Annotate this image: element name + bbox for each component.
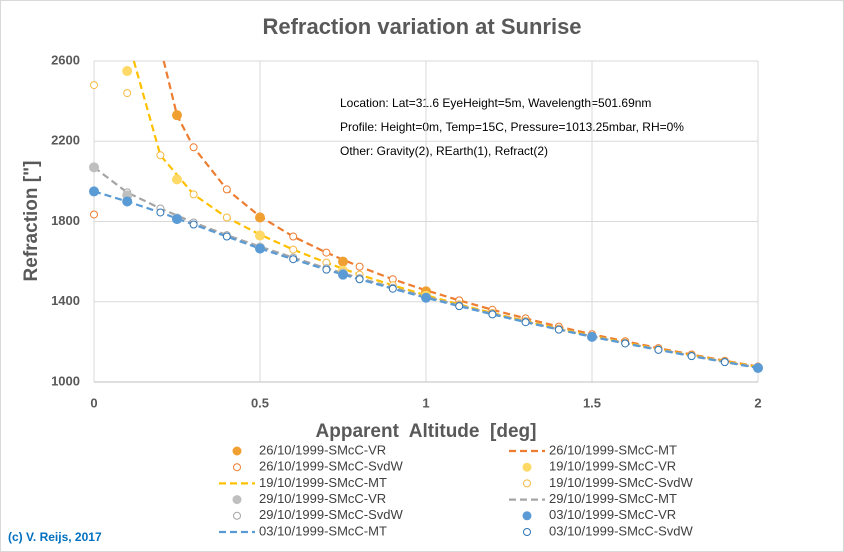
x-tick-label: 1.5 <box>583 395 601 410</box>
legend-symbol <box>522 511 532 521</box>
legend-label: 03/10/1999-SMcC-MT <box>259 523 387 538</box>
point <box>156 151 165 160</box>
point <box>172 214 182 225</box>
point <box>621 339 630 348</box>
point <box>255 243 265 254</box>
point <box>255 212 265 223</box>
legend-label: 19/10/1999-SMcC-SvdW <box>549 475 694 490</box>
y-tick-label: 1400 <box>51 293 80 308</box>
legend-label: 26/10/1999-SMcC-MT <box>549 442 677 457</box>
point <box>222 232 231 241</box>
legend-symbol <box>232 495 242 505</box>
legend-label: 03/10/1999-SMcC-SvdW <box>549 523 694 538</box>
point <box>720 358 729 367</box>
point <box>189 143 198 152</box>
x-tick-label: 2 <box>754 395 761 410</box>
point <box>554 325 563 334</box>
legend-symbol <box>522 462 532 472</box>
point <box>289 255 298 264</box>
legend-label: 26/10/1999-SMcC-SvdW <box>259 459 404 474</box>
point <box>122 66 133 77</box>
point <box>488 310 497 319</box>
x-tick-label: 0.5 <box>251 395 269 410</box>
point <box>521 318 530 327</box>
point <box>255 230 265 241</box>
x-tick-label: 0 <box>90 395 97 410</box>
y-tick-label: 2600 <box>51 52 80 67</box>
y-tick-label: 2200 <box>51 133 80 148</box>
point <box>753 362 763 373</box>
legend-label: 29/10/1999-SMcC-SvdW <box>259 507 404 522</box>
x-tick-label: 1 <box>422 395 429 410</box>
point <box>222 213 231 222</box>
point <box>654 345 663 354</box>
point <box>189 220 198 229</box>
legend-symbol <box>233 463 241 472</box>
point <box>90 210 98 219</box>
point <box>156 208 165 217</box>
point <box>222 185 231 194</box>
legend-label: 03/10/1999-SMcC-VR <box>549 507 676 522</box>
point <box>355 275 364 284</box>
point <box>172 110 182 121</box>
legend-label: 29/10/1999-SMcC-VR <box>259 491 386 506</box>
point <box>322 265 331 274</box>
x-axis-label: Apparent Altitude [deg] <box>316 421 537 442</box>
annotation: Profile: Height=0m, Temp=15C, Pressure=1… <box>340 120 684 134</box>
point <box>587 331 597 342</box>
point <box>122 196 133 207</box>
y-tick-label: 1800 <box>51 213 80 228</box>
legend-symbol <box>233 511 241 520</box>
point <box>89 186 99 197</box>
point <box>189 190 198 199</box>
point <box>289 245 298 254</box>
point <box>388 284 397 293</box>
legend-label: 19/10/1999-SMcC-MT <box>259 475 387 490</box>
point <box>687 352 696 361</box>
point <box>455 302 464 311</box>
series-line <box>132 60 759 369</box>
legend-label: 26/10/1999-SMcC-VR <box>259 442 386 457</box>
annotation: Location: Lat=31.6 EyeHeight=5m, Wavelen… <box>340 96 651 110</box>
legend-label: 29/10/1999-SMcC-MT <box>549 491 677 506</box>
point <box>89 162 99 173</box>
point <box>338 269 348 280</box>
point <box>421 292 431 303</box>
legend-symbol <box>523 479 531 488</box>
series-line <box>162 60 759 368</box>
point <box>123 89 132 98</box>
legend-symbol <box>232 446 242 456</box>
y-axis-label: Refraction ["] <box>21 161 42 282</box>
legend-symbol <box>523 528 531 536</box>
point <box>322 248 331 257</box>
credit: (c) V. Reijs, 2017 <box>8 530 102 544</box>
annotation: Other: Gravity(2), REarth(1), Refract(2) <box>340 144 548 158</box>
series-line <box>93 190 759 370</box>
point <box>289 232 298 241</box>
point <box>338 256 348 267</box>
point <box>172 174 182 185</box>
point <box>90 81 98 90</box>
y-tick-label: 1000 <box>51 373 80 388</box>
legend-label: 19/10/1999-SMcC-VR <box>549 459 676 474</box>
point <box>355 262 364 271</box>
chart-title: Refraction variation at Sunrise <box>262 14 581 39</box>
